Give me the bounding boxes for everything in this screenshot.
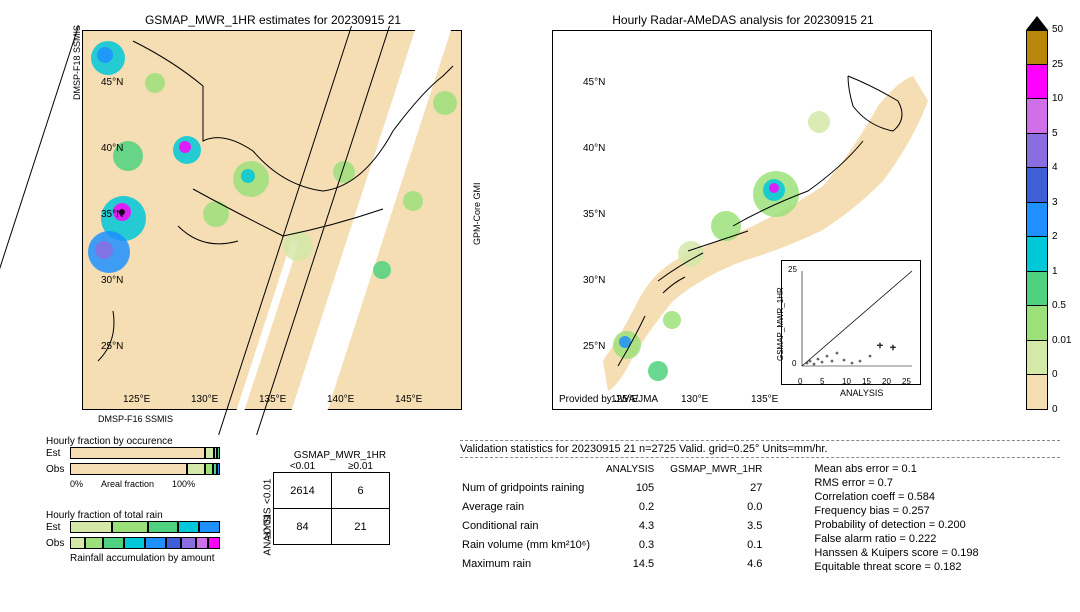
colorbar-overflow-icon bbox=[1026, 16, 1048, 30]
gsmap-map-panel: GSMAP_MWR_1HR estimates for 20230915 21 … bbox=[82, 30, 462, 410]
coastline-left bbox=[83, 31, 463, 411]
radar-title: Hourly Radar-AMeDAS analysis for 2023091… bbox=[553, 13, 933, 27]
provider-label: Provided by JWA/JMA bbox=[559, 394, 658, 405]
colorbar: 502510543210.50.0100 bbox=[1026, 30, 1048, 410]
sat-label-right: GPM-Core GMI bbox=[472, 182, 482, 245]
scatter-inset: ++ ANALYSIS GSMAP_MWR_1HR 0 5 10 15 20 2… bbox=[781, 260, 921, 385]
cont-cell-10: 84 bbox=[274, 509, 332, 545]
sat-label-top: DMSP-F18 SSMIS bbox=[72, 25, 82, 100]
fraction-total-panel: Hourly fraction of total rain Est Obs Ra… bbox=[46, 510, 246, 564]
svg-text:+: + bbox=[877, 341, 883, 352]
validation-stats: Validation statistics for 20230915 21 n=… bbox=[460, 440, 1060, 574]
cont-cell-11: 21 bbox=[332, 509, 390, 545]
radar-map-panel: Hourly Radar-AMeDAS analysis for 2023091… bbox=[552, 30, 932, 410]
cont-cell-00: 2614 bbox=[274, 473, 332, 509]
cont-cell-01: 6 bbox=[332, 473, 390, 509]
fraction-occurrence-panel: Hourly fraction by occurence Est Obs 0%A… bbox=[46, 436, 246, 489]
sat-label-bottom: DMSP-F16 SSMIS bbox=[98, 414, 173, 424]
svg-text:+: + bbox=[890, 343, 896, 354]
gsmap-title: GSMAP_MWR_1HR estimates for 20230915 21 bbox=[83, 13, 463, 27]
contingency-table: GSMAP_MWR_1HR <0.01≥0.01 <0.01 2614 6 ≥0… bbox=[262, 450, 390, 545]
stats-metrics: Mean abs error = 0.1RMS error = 0.7Corre… bbox=[814, 462, 978, 574]
stats-table: ANALYSISGSMAP_MWR_1HR Num of gridpoints … bbox=[460, 462, 778, 574]
